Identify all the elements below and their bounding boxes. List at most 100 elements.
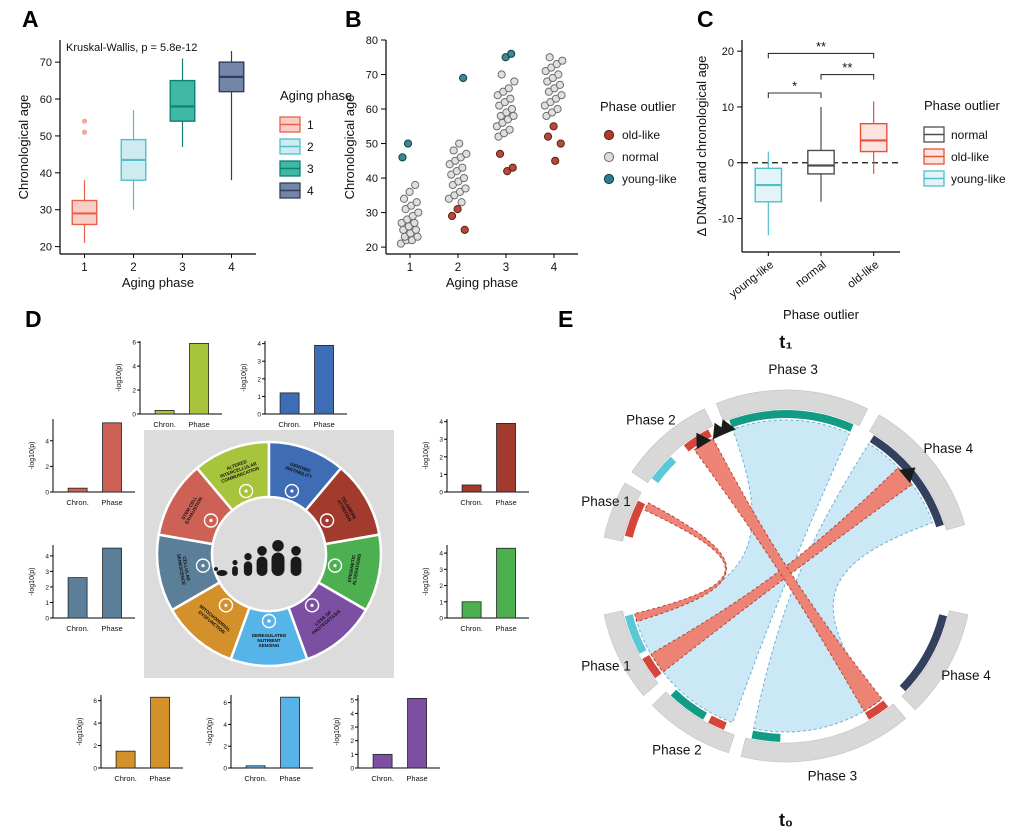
svg-text:Chron.: Chron. [244,774,267,783]
svg-text:Δ DNAm and chronological age: Δ DNAm and chronological age [694,56,709,237]
svg-text:0: 0 [223,766,227,773]
svg-text:3: 3 [350,725,354,732]
legend: Phase outlier old-like normal young-like [600,99,677,186]
svg-text:Chron.: Chron. [460,624,483,633]
svg-text:0: 0 [257,412,261,419]
mini-chart-genomic-instability: 0 1 2 3 4 -log10(p) Chron. Phase [241,341,347,429]
svg-text:4: 4 [551,262,558,274]
svg-text:2: 2 [223,744,227,751]
svg-text:2: 2 [45,584,49,591]
svg-text:1: 1 [407,262,413,274]
boxes [754,101,888,236]
svg-text:10: 10 [722,102,734,114]
svg-text:Phase 2: Phase 2 [652,743,702,758]
svg-text:Aging phase: Aging phase [446,275,518,290]
svg-text:Chron.: Chron. [278,420,301,429]
svg-text:2: 2 [93,743,97,750]
svg-text:Aging phase: Aging phase [280,88,352,103]
svg-text:0: 0 [45,490,49,497]
svg-text:3: 3 [439,437,443,444]
svg-text:80: 80 [366,35,378,47]
svg-text:Chron.: Chron. [66,498,89,507]
svg-text:4: 4 [350,711,354,718]
svg-text:0: 0 [439,490,443,497]
svg-text:0: 0 [439,616,443,623]
svg-text:4: 4 [223,722,227,729]
svg-text:2: 2 [130,262,136,274]
svg-text:2: 2 [439,583,443,590]
mini-chart-epigenetic-alterations: 0 1 2 3 4 -log10(p) Chron. Phase [423,545,529,633]
svg-text:2: 2 [45,464,49,471]
svg-text:Phase: Phase [313,420,334,429]
svg-text:-log10(p): -log10(p) [207,717,214,745]
chart-b-phase-outlier-scatter: 20 30 40 50 60 70 80 1 2 3 4 Chronological age Aging… [342,35,677,290]
svg-text:2: 2 [307,140,314,154]
hallmarks-of-aging-wheel: ALTEREDINTERCELLULARCOMMUNICATION GENOMIC… [155,440,383,668]
svg-text:4: 4 [228,262,235,274]
legend: Aging phase 1 2 3 4 [279,88,352,199]
legend: Phase outlier normal old-like young-like [923,98,1006,187]
svg-text:2: 2 [350,738,354,745]
svg-text:-log10(p): -log10(p) [423,441,430,469]
svg-text:Chron.: Chron. [371,774,394,783]
svg-text:6: 6 [93,698,97,705]
svg-text:-log10(p): -log10(p) [116,363,123,391]
panel-label-d: D [25,306,42,332]
mini-chart-altered-intercellular-communication: 0 2 4 6 -log10(p) Chron. Phase [116,340,222,429]
svg-text:1: 1 [257,394,261,401]
svg-text:young-like: young-like [622,172,677,186]
svg-text:Kruskal-Wallis, p = 5.8e-12: Kruskal-Wallis, p = 5.8e-12 [66,42,197,54]
svg-text:4: 4 [257,341,261,348]
svg-text:Aging phase: Aging phase [122,275,194,290]
svg-text:0: 0 [45,616,49,623]
svg-text:1: 1 [439,599,443,606]
svg-text:Phase: Phase [101,498,122,507]
svg-text:-log10(p): -log10(p) [29,567,36,595]
svg-text:40: 40 [40,168,52,180]
svg-text:Phase 1: Phase 1 [581,658,631,673]
svg-text:young-like: young-like [951,172,1006,186]
svg-text:4: 4 [132,364,136,371]
chord-diagram-phase-transitions: Phase 1 Phase 2 Phase 3 Phase 4 Phase 1 Phase… [581,332,991,830]
svg-text:Phase: Phase [279,774,300,783]
points [396,49,567,248]
mini-chart-loss-of-proteostasis: 0 1 2 3 4 5 -log10(p) Chron. Phase [334,695,440,783]
svg-text:t₀: t₀ [779,810,793,830]
svg-text:3: 3 [307,162,314,176]
svg-text:Chron.: Chron. [153,420,176,429]
svg-text:3: 3 [503,262,509,274]
svg-text:Phase outlier: Phase outlier [783,307,860,322]
svg-text:normal: normal [622,150,659,164]
svg-text:-log10(p): -log10(p) [29,441,36,469]
svg-text:60: 60 [40,94,52,106]
svg-text:2: 2 [132,388,136,395]
svg-text:Chronological age: Chronological age [342,95,357,200]
svg-text:**: ** [816,39,826,54]
mini-chart-mitochondrial-dysfunction: 0 2 4 6 -log10(p) Chron. Phase [77,695,183,783]
svg-text:Chron.: Chron. [66,624,89,633]
svg-text:Chronological age: Chronological age [16,95,31,200]
svg-text:-log10(p): -log10(p) [334,717,341,745]
svg-text:4: 4 [439,551,443,558]
axes [59,40,256,255]
svg-text:4: 4 [439,419,443,426]
svg-text:4: 4 [307,184,314,198]
svg-text:*: * [792,79,797,94]
svg-text:CELLULARSENESCENCE: CELLULARSENESCENCE [176,553,192,586]
svg-text:20: 20 [722,46,734,58]
svg-text:70: 70 [40,57,52,69]
boxes [71,51,245,243]
svg-text:30: 30 [40,205,52,217]
svg-text:3: 3 [257,359,261,366]
chart-c-dnam-delta-boxplot: -10 0 10 20 Δ DNAm and chronological age youn… [694,39,1006,322]
svg-text:6: 6 [132,340,136,347]
svg-text:Phase 3: Phase 3 [808,769,858,784]
svg-text:3: 3 [439,567,443,574]
svg-text:50: 50 [40,131,52,143]
svg-text:old-like: old-like [951,150,989,164]
svg-text:Phase outlier: Phase outlier [924,98,1001,113]
svg-text:0: 0 [350,766,354,773]
svg-text:Phase outlier: Phase outlier [600,99,677,114]
